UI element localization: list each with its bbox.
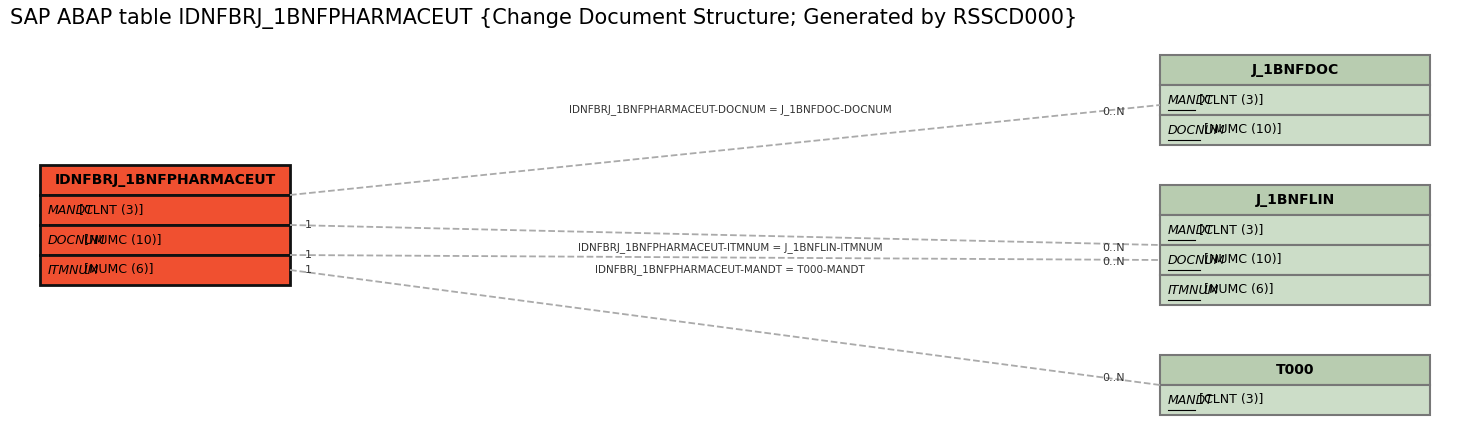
Text: [NUMC (6)]: [NUMC (6)] [81,264,154,276]
FancyBboxPatch shape [1160,185,1430,215]
FancyBboxPatch shape [1160,215,1430,245]
Text: [CLNT (3)]: [CLNT (3)] [1195,93,1263,106]
FancyBboxPatch shape [40,225,290,255]
FancyBboxPatch shape [1160,245,1430,275]
Text: [NUMC (10)]: [NUMC (10)] [1200,124,1282,136]
FancyBboxPatch shape [1160,355,1430,385]
Text: [CLNT (3)]: [CLNT (3)] [1195,224,1263,237]
Text: IDNFBRJ_1BNFPHARMACEUT: IDNFBRJ_1BNFPHARMACEUT [54,173,275,187]
Text: DOCNUM: DOCNUM [48,233,105,246]
Text: IDNFBRJ_1BNFPHARMACEUT-MANDT = T000-MANDT: IDNFBRJ_1BNFPHARMACEUT-MANDT = T000-MAND… [595,264,864,276]
Text: ITMNUM: ITMNUM [1168,284,1219,296]
Text: 1: 1 [305,265,312,275]
Text: IDNFBRJ_1BNFPHARMACEUT-ITMNUM = J_1BNFLIN-ITMNUM: IDNFBRJ_1BNFPHARMACEUT-ITMNUM = J_1BNFLI… [577,243,882,253]
FancyBboxPatch shape [40,165,290,195]
Text: [CLNT (3)]: [CLNT (3)] [75,203,144,217]
Text: DOCNUM: DOCNUM [1168,253,1226,267]
Text: ITMNUM: ITMNUM [48,264,100,276]
Text: 0..N: 0..N [1102,243,1125,253]
Text: [CLNT (3)]: [CLNT (3)] [1195,393,1263,407]
FancyBboxPatch shape [1160,275,1430,305]
Text: J_1BNFDOC: J_1BNFDOC [1251,63,1339,77]
Text: [NUMC (10)]: [NUMC (10)] [1200,253,1282,267]
Text: [NUMC (6)]: [NUMC (6)] [1200,284,1275,296]
Text: 0..N: 0..N [1102,107,1125,117]
Text: T000: T000 [1276,363,1314,377]
Text: MANDT: MANDT [1168,93,1214,106]
Text: MANDT: MANDT [48,203,94,217]
Text: 1: 1 [305,250,312,260]
Text: 0..N: 0..N [1102,373,1125,383]
Text: [NUMC (10)]: [NUMC (10)] [81,233,163,246]
Text: IDNFBRJ_1BNFPHARMACEUT-DOCNUM = J_1BNFDOC-DOCNUM: IDNFBRJ_1BNFPHARMACEUT-DOCNUM = J_1BNFDO… [568,105,891,116]
Text: 0..N: 0..N [1102,257,1125,267]
FancyBboxPatch shape [1160,385,1430,415]
FancyBboxPatch shape [1160,115,1430,145]
Text: SAP ABAP table IDNFBRJ_1BNFPHARMACEUT {Change Document Structure; Generated by R: SAP ABAP table IDNFBRJ_1BNFPHARMACEUT {C… [10,8,1077,29]
Text: 1: 1 [305,220,312,230]
Text: J_1BNFLIN: J_1BNFLIN [1256,193,1335,207]
Text: MANDT: MANDT [1168,224,1214,237]
Text: MANDT: MANDT [1168,393,1214,407]
FancyBboxPatch shape [40,255,290,285]
FancyBboxPatch shape [1160,85,1430,115]
Text: DOCNUM: DOCNUM [1168,124,1226,136]
FancyBboxPatch shape [40,195,290,225]
FancyBboxPatch shape [1160,55,1430,85]
